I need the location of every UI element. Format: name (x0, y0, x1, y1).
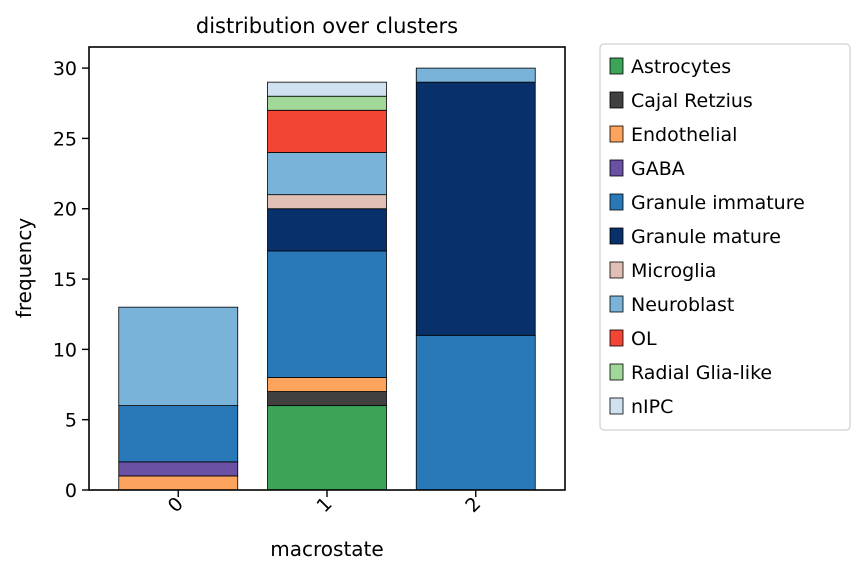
bar-segment (415, 67, 536, 83)
y-tick-label: 15 (53, 269, 77, 291)
bar-segment (415, 334, 536, 491)
bar-segment (267, 109, 387, 153)
y-tick-label: 5 (65, 410, 77, 432)
bar-segment (267, 152, 387, 196)
bar-segment (267, 81, 387, 97)
y-tick-label: 25 (53, 128, 77, 150)
legend-swatch (609, 159, 624, 177)
legend-label: Cajal Retzius (631, 90, 753, 112)
legend-swatch (609, 397, 624, 415)
legend-swatch (609, 261, 624, 279)
bars-group (118, 67, 536, 491)
x-axis-label: macrostate (270, 537, 383, 561)
legend-label: Radial Glia-like (631, 362, 772, 384)
bar-segment (118, 306, 239, 407)
bar-segment (267, 250, 387, 378)
y-tick-label: 0 (65, 480, 77, 502)
legend-swatch (609, 363, 624, 381)
legend-label: Granule immature (631, 192, 805, 214)
x-axis: 0 1 2 (164, 490, 485, 517)
legend-label: nIPC (631, 396, 673, 418)
bar-segment (267, 208, 387, 252)
chart-title: distribution over clusters (196, 14, 458, 38)
legend-label: OL (631, 328, 657, 350)
legend-label: GABA (631, 158, 685, 180)
y-tick-label: 20 (53, 199, 77, 221)
bar-segment (267, 194, 387, 210)
legend-label: Microglia (631, 260, 716, 282)
y-axis-label: frequency (12, 218, 36, 318)
bar-segment (118, 475, 239, 491)
legend-swatch (609, 227, 624, 245)
bar-segment (415, 81, 536, 336)
legend-swatch (609, 57, 624, 75)
legend-label: Neuroblast (631, 294, 734, 316)
bar-segment (267, 377, 387, 392)
legend-swatch (609, 193, 624, 211)
bar-segment (118, 461, 239, 477)
x-tick-label: 2 (461, 493, 485, 517)
x-tick-label: 0 (164, 493, 188, 517)
y-axis: 0 5 10 15 20 25 30 (53, 58, 89, 502)
bar-segment (118, 405, 239, 463)
legend-box (599, 43, 851, 431)
bar-segment (267, 405, 387, 491)
bar-segment (267, 391, 387, 407)
x-tick-label: 1 (312, 493, 336, 517)
legend: Astrocytes Cajal Retzius Endothelial GABA Gr… (599, 43, 851, 431)
legend-swatch (609, 125, 624, 143)
y-tick-label: 10 (53, 339, 77, 361)
bar-segment (267, 95, 387, 111)
legend-label: Astrocytes (631, 56, 731, 78)
legend-swatch (609, 91, 624, 109)
y-tick-label: 30 (53, 58, 77, 80)
legend-label: Granule mature (631, 226, 781, 248)
legend-swatch (609, 329, 624, 347)
legend-label: Endothelial (631, 124, 737, 146)
legend-swatch (609, 295, 624, 313)
